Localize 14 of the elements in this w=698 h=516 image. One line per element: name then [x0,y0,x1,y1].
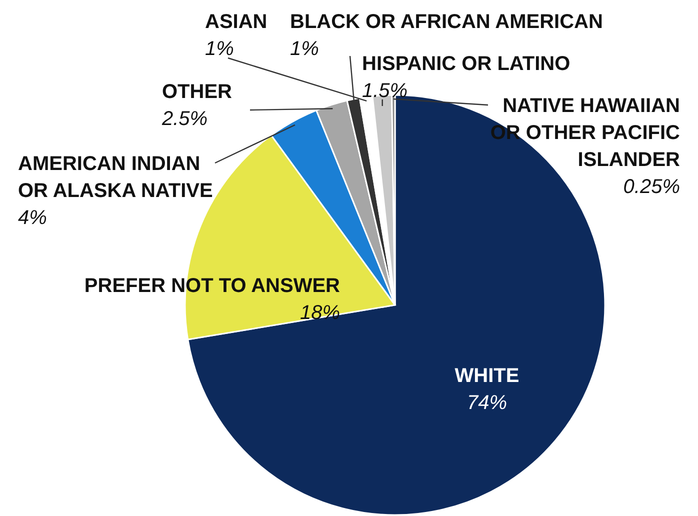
slice-label: ASIAN [205,11,268,33]
data-label: 1.5% [362,80,408,102]
data-label: 0.25% [623,176,680,198]
data-label: 1% [290,38,319,60]
slice-label: WHITE [454,365,520,387]
data-label: 4% [18,207,47,229]
data-label: 1% [205,38,234,60]
slice-label: OTHER [162,81,233,103]
slice-label: AMERICAN INDIAN OR ALASKA NATIVE [18,153,213,202]
data-label: 2.5% [161,108,208,130]
slice-label: NATIVE HAWAIIAN OR OTHER PACIFIC ISLANDER [490,95,681,171]
slice-label: BLACK OR AFRICAN AMERICAN [290,11,603,33]
data-label: 74% [466,392,508,414]
slice-label: HISPANIC OR LATINO [362,53,570,75]
